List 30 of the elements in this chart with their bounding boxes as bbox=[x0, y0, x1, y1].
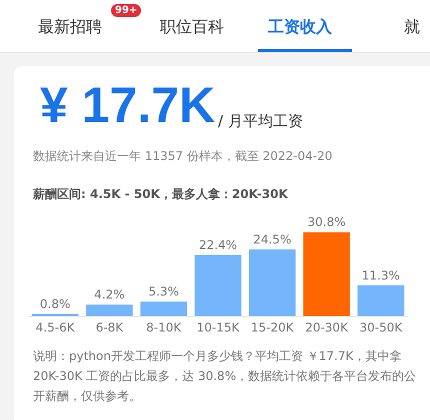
data-label: 24.5% bbox=[253, 232, 292, 246]
text: 99+ bbox=[111, 4, 142, 17]
text: 数据统计来自近一年 11357 份样本，截至 2022-04-20 bbox=[33, 148, 332, 165]
bar bbox=[303, 232, 350, 316]
data-label: 5.3% bbox=[148, 284, 179, 299]
data-label: 0.8% bbox=[40, 296, 70, 311]
data-label: 22.4% bbox=[198, 238, 238, 252]
x-tick-label: 20-30K bbox=[305, 320, 350, 334]
data-label: 30.8% bbox=[308, 215, 346, 230]
text: 薪酬区间: 4.5K - 50K，最多人拿：20K-30K bbox=[33, 186, 288, 203]
bar bbox=[194, 255, 242, 316]
bar bbox=[358, 285, 404, 316]
chart-title: ¥ 17.7K bbox=[40, 76, 216, 134]
x-tick-label: 6-8K bbox=[96, 320, 124, 334]
x-tick-label: 4.5-6K bbox=[36, 320, 76, 334]
text: 说明：python开发工程师一个月多少钱？平均工资 ￥17.7K，其中拿 20K-30K 工资的占比最多，达 30.8%，数据统计依赖于各平台发布的公开薪酬，仅供参考。 bbox=[33, 348, 418, 405]
bar bbox=[248, 249, 296, 316]
x-tick-label: 15-20K bbox=[250, 320, 295, 334]
bar bbox=[86, 304, 133, 316]
x-tick-label: 30-50K bbox=[359, 320, 404, 334]
text: 工资收入 bbox=[268, 17, 332, 38]
text: 就 bbox=[404, 17, 420, 38]
x-tick-label: 8-10K bbox=[146, 320, 182, 334]
text: 最新招聘 bbox=[38, 17, 102, 38]
x-tick-label: 10-15K bbox=[196, 320, 240, 334]
bar bbox=[140, 302, 188, 316]
chart-subtitle: / 月平均工资 bbox=[218, 112, 303, 131]
data-label: 4.2% bbox=[94, 288, 125, 302]
text: 职位百科 bbox=[160, 17, 224, 38]
data-label: 11.3% bbox=[362, 268, 400, 282]
